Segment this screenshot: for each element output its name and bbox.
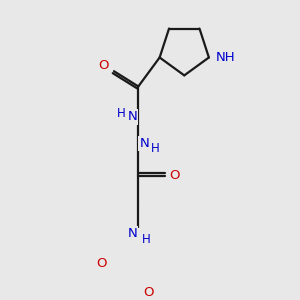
Text: H: H — [117, 107, 126, 120]
Text: O: O — [97, 257, 107, 270]
Text: H: H — [151, 142, 159, 154]
Text: O: O — [143, 286, 154, 299]
Text: N: N — [128, 227, 137, 240]
Text: N: N — [140, 137, 149, 150]
Text: O: O — [169, 169, 180, 182]
Text: NH: NH — [216, 51, 236, 64]
Text: O: O — [98, 58, 109, 72]
Text: N: N — [128, 110, 137, 123]
Text: H: H — [142, 233, 150, 246]
